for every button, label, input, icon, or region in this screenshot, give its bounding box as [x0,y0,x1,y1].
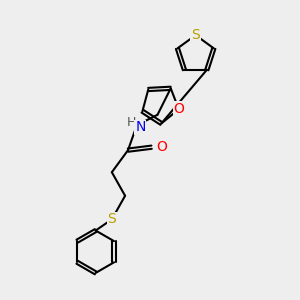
Text: N: N [135,121,146,134]
Text: S: S [107,212,116,226]
Text: S: S [191,28,200,42]
Text: H: H [127,116,136,129]
Text: O: O [173,102,184,116]
Text: O: O [156,140,167,154]
